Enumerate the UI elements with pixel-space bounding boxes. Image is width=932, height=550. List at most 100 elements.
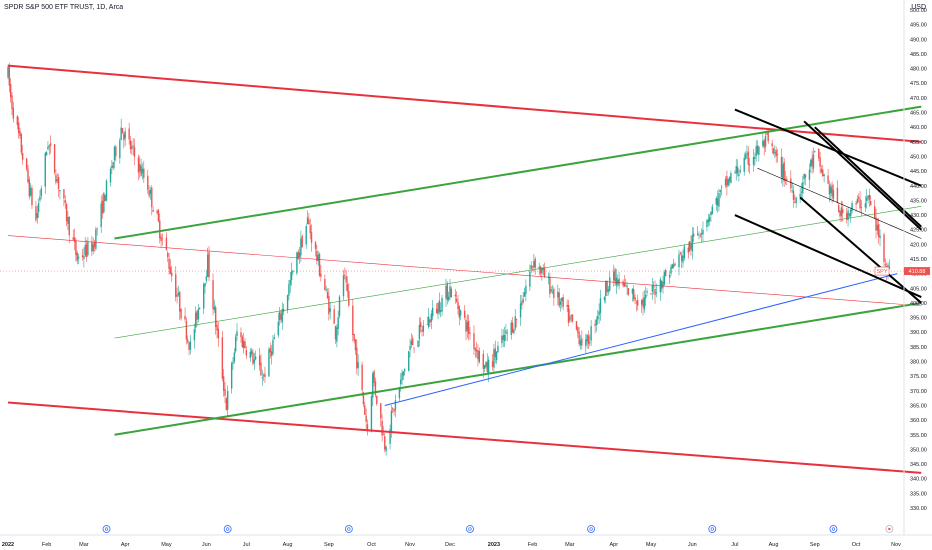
dividend-marker-icon[interactable] <box>223 525 232 533</box>
candle-body <box>112 162 114 169</box>
candle-body <box>642 298 644 307</box>
candle-body <box>133 147 136 157</box>
candle-body <box>381 420 383 436</box>
candle-body <box>848 213 851 216</box>
candle-body <box>141 168 144 174</box>
trendline[interactable] <box>734 108 922 187</box>
candle-body <box>149 189 152 194</box>
candle-body <box>551 291 554 293</box>
candle-body <box>59 189 61 192</box>
time-axis[interactable]: 2022 Feb Mar Apr May Jun Jul Aug Sep Oct Nov Dec 202… <box>2 542 901 548</box>
candle-body <box>226 390 229 410</box>
candle-body <box>373 371 375 383</box>
candle-body <box>325 289 327 291</box>
candle-body <box>430 313 433 322</box>
price-tick-label: 400.00 <box>910 301 927 307</box>
price-axis[interactable]: 500.00 495.00 490.00 485.00 480.00 475.00 470.… <box>910 8 927 512</box>
candle-body <box>119 140 121 159</box>
dividend-marker-icon[interactable] <box>466 525 474 533</box>
candle-body <box>224 389 226 396</box>
time-tick-label: Apr <box>609 542 618 548</box>
candle-body <box>767 132 769 142</box>
candle-body <box>577 327 579 333</box>
trendline[interactable] <box>7 64 922 143</box>
candle-body <box>736 166 739 174</box>
candle-body <box>614 269 616 283</box>
candle-body <box>161 238 164 240</box>
candle-body <box>176 295 178 297</box>
candle-body <box>437 303 439 315</box>
candle-body <box>847 210 849 220</box>
time-tick-label: Nov <box>405 542 415 548</box>
candles <box>7 62 891 456</box>
candle-body <box>384 436 386 450</box>
price-tick-label: 390.00 <box>910 330 927 336</box>
time-tick-label: Oct <box>367 542 376 548</box>
candle-body <box>758 146 760 156</box>
candle-body <box>306 217 309 225</box>
candle-body <box>157 210 160 222</box>
candle-body <box>623 282 626 287</box>
candle-body <box>754 156 756 159</box>
trendline[interactable] <box>734 214 922 298</box>
candle-body <box>83 256 85 259</box>
trendline[interactable] <box>114 105 922 240</box>
candle-body <box>316 250 318 261</box>
dividend-marker-icon[interactable] <box>708 525 717 533</box>
trendline[interactable] <box>384 273 898 406</box>
candle-body <box>96 228 98 230</box>
candle-body <box>184 315 186 320</box>
candle-body <box>365 415 367 422</box>
candle-body <box>486 361 488 372</box>
candle-body <box>68 216 70 236</box>
candle-body <box>856 199 859 204</box>
candle-body <box>342 275 345 297</box>
time-tick-label: Aug <box>769 542 779 548</box>
candle-body <box>662 281 664 288</box>
trendline[interactable] <box>799 196 922 304</box>
candle-body <box>317 254 319 261</box>
candle-body <box>888 266 891 269</box>
dividend-marker-glyph <box>831 527 836 531</box>
candle-body <box>569 316 571 321</box>
candle-body <box>345 276 347 283</box>
candle-body <box>794 202 796 204</box>
candle-body <box>449 286 451 298</box>
trendline[interactable] <box>114 301 922 436</box>
candle-body <box>57 177 60 190</box>
price-tick-label: 395.00 <box>910 316 927 322</box>
trendline[interactable] <box>114 205 922 339</box>
price-tick-label: 355.00 <box>910 433 927 439</box>
candle-body <box>543 267 546 278</box>
candle-body <box>44 152 46 187</box>
candle-body <box>550 289 552 292</box>
candle-body <box>129 140 132 150</box>
trendline[interactable] <box>803 120 922 231</box>
trendline[interactable] <box>757 167 922 239</box>
trendline[interactable] <box>7 401 922 474</box>
price-tick-label: 335.00 <box>910 491 927 497</box>
candle-body <box>81 255 84 258</box>
candle-body <box>205 276 208 281</box>
dividend-marker-icon[interactable] <box>344 525 353 533</box>
dividend-marker-icon[interactable] <box>587 525 596 533</box>
candle-body <box>485 362 487 367</box>
candle-body <box>152 210 154 212</box>
candle-body <box>180 308 182 319</box>
last-price-value: 410.88 <box>909 269 926 275</box>
candle-body <box>876 225 879 231</box>
candle-body <box>361 364 363 390</box>
dividend-marker-icon[interactable] <box>102 525 111 533</box>
candle-body <box>53 144 56 173</box>
candle-body <box>762 140 764 146</box>
candle-body <box>654 289 656 296</box>
candle-body <box>494 348 496 358</box>
candle-body <box>40 188 42 196</box>
candle-body <box>474 348 476 351</box>
dividend-marker-icon[interactable] <box>829 525 838 533</box>
candle-body <box>429 319 431 323</box>
trendline[interactable] <box>7 235 922 307</box>
price-tick-label: 445.00 <box>910 169 927 175</box>
candle-body <box>682 255 684 263</box>
